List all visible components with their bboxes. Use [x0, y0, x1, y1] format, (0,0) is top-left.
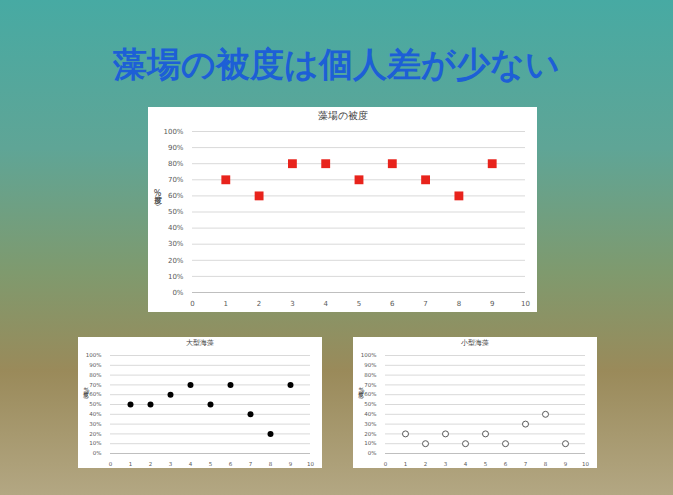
svg-text:8: 8: [544, 461, 548, 466]
svg-text:10%: 10%: [364, 440, 376, 446]
svg-text:0: 0: [384, 461, 388, 466]
svg-text:5: 5: [484, 461, 488, 466]
svg-text:2: 2: [257, 300, 261, 308]
svg-text:50%: 50%: [168, 208, 184, 216]
svg-text:8: 8: [457, 300, 461, 308]
svg-text:5: 5: [209, 461, 213, 466]
svg-text:4: 4: [189, 461, 193, 466]
svg-text:40%: 40%: [89, 411, 101, 417]
svg-text:3: 3: [290, 300, 294, 308]
html-text:被度（%）: 被度（%）: [358, 386, 365, 393]
html-text:被度（%）: 被度（%）: [153, 188, 162, 198]
svg-text:90%: 90%: [364, 362, 376, 368]
svg-text:50%: 50%: [364, 401, 376, 407]
svg-text:20%: 20%: [364, 431, 376, 437]
svg-text:30%: 30%: [364, 421, 376, 427]
svg-text:4: 4: [464, 461, 468, 466]
svg-text:0%: 0%: [368, 450, 377, 456]
svg-text:90%: 90%: [168, 144, 184, 152]
svg-text:30%: 30%: [168, 240, 184, 248]
svg-text:20%: 20%: [89, 431, 101, 437]
svg-text:60%: 60%: [89, 391, 101, 397]
svg-text:60%: 60%: [364, 391, 376, 397]
svg-text:70%: 70%: [89, 382, 101, 388]
svg-text:7: 7: [423, 300, 427, 308]
html-text:大型海藻: 大型海藻: [186, 339, 214, 347]
svg-text:0: 0: [109, 461, 113, 466]
svg-text:100%: 100%: [86, 352, 102, 358]
svg-text:10%: 10%: [168, 273, 184, 281]
svg-text:80%: 80%: [89, 372, 101, 378]
svg-text:80%: 80%: [364, 372, 376, 378]
svg-text:1: 1: [224, 300, 228, 308]
svg-text:40%: 40%: [364, 411, 376, 417]
svg-text:70%: 70%: [364, 382, 376, 388]
svg-text:40%: 40%: [168, 224, 184, 232]
svg-text:2: 2: [149, 461, 153, 466]
svg-text:9: 9: [564, 461, 568, 466]
svg-text:6: 6: [504, 461, 508, 466]
svg-text:9: 9: [289, 461, 293, 466]
svg-text:3: 3: [444, 461, 448, 466]
svg-text:90%: 90%: [89, 362, 101, 368]
svg-text:6: 6: [390, 300, 395, 308]
svg-text:1: 1: [129, 461, 133, 466]
svg-text:0: 0: [190, 300, 194, 308]
svg-text:4: 4: [323, 300, 328, 308]
svg-text:10: 10: [307, 461, 314, 466]
html-text:被度（%）: 被度（%）: [83, 386, 90, 393]
svg-text:30%: 30%: [89, 421, 101, 427]
svg-text:7: 7: [249, 461, 253, 466]
svg-text:5: 5: [357, 300, 361, 308]
svg-text:80%: 80%: [168, 160, 184, 168]
svg-text:3: 3: [169, 461, 173, 466]
svg-text:100%: 100%: [163, 128, 183, 136]
svg-text:0%: 0%: [93, 450, 102, 456]
svg-text:10: 10: [521, 300, 530, 308]
svg-text:9: 9: [490, 300, 494, 308]
svg-text:70%: 70%: [168, 176, 184, 184]
svg-text:20%: 20%: [168, 257, 184, 265]
html-text:藻場の被度は個人差が少ない: 藻場の被度は個人差が少ない: [113, 44, 560, 84]
svg-text:0%: 0%: [172, 289, 183, 297]
svg-text:50%: 50%: [89, 401, 101, 407]
html-text:藻場の被度: 藻場の被度: [317, 110, 368, 121]
svg-text:100%: 100%: [361, 352, 377, 358]
svg-text:10%: 10%: [89, 440, 101, 446]
svg-text:8: 8: [269, 461, 273, 466]
svg-text:60%: 60%: [168, 192, 184, 200]
svg-text:2: 2: [424, 461, 428, 466]
svg-text:10: 10: [582, 461, 589, 466]
svg-text:6: 6: [229, 461, 233, 466]
svg-text:1: 1: [404, 461, 408, 466]
html-text:小型海藻: 小型海藻: [461, 339, 489, 347]
svg-text:7: 7: [524, 461, 528, 466]
